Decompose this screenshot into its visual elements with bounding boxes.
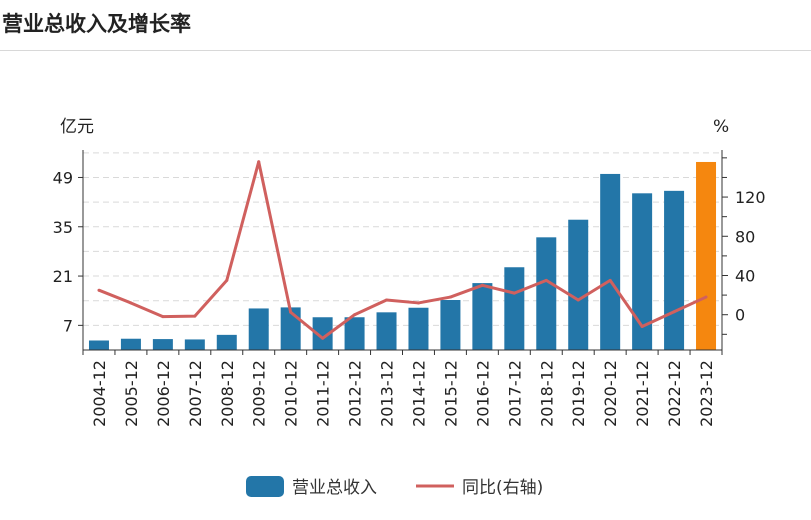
bar-2007-12[interactable] bbox=[184, 339, 205, 350]
bar-2004-12[interactable] bbox=[88, 340, 109, 350]
y-left-tick-label-7: 7 bbox=[63, 316, 73, 335]
bar-series bbox=[88, 161, 717, 350]
line-series bbox=[97, 160, 708, 340]
bar-2008-12[interactable] bbox=[216, 334, 237, 350]
x-tick-label-2022-12: 2022-12 bbox=[665, 360, 684, 427]
line-point-2021-12[interactable] bbox=[640, 324, 644, 328]
x-tick-label-2023-12: 2023-12 bbox=[697, 360, 716, 427]
line-point-2006-12[interactable] bbox=[161, 315, 165, 319]
gridlines bbox=[83, 152, 722, 351]
x-tick-label-2020-12: 2020-12 bbox=[601, 360, 620, 427]
legend: 营业总收入 同比(右轴) bbox=[246, 476, 543, 498]
legend-label-growth[interactable]: 同比(右轴) bbox=[462, 478, 543, 498]
bar-2020-12[interactable] bbox=[600, 173, 621, 350]
bar-2018-12[interactable] bbox=[536, 237, 557, 350]
line-point-2023-12[interactable] bbox=[704, 295, 708, 299]
bar-2013-12[interactable] bbox=[376, 312, 397, 350]
x-tick-label-2008-12: 2008-12 bbox=[218, 360, 237, 427]
line-point-2009-12[interactable] bbox=[257, 160, 261, 164]
bar-2019-12[interactable] bbox=[568, 219, 589, 350]
y-left-tick-label-49: 49 bbox=[53, 168, 73, 187]
y-left-unit: 亿元 bbox=[60, 117, 94, 137]
line-point-2014-12[interactable] bbox=[416, 301, 420, 305]
y-right-tick-label-120: 120 bbox=[735, 188, 766, 207]
legend-label-revenue[interactable]: 营业总收入 bbox=[292, 478, 377, 498]
line-point-2016-12[interactable] bbox=[480, 283, 484, 287]
x-tick-label-2011-12: 2011-12 bbox=[314, 360, 333, 427]
x-tick-label-2005-12: 2005-12 bbox=[122, 360, 141, 427]
x-tick-label-2012-12: 2012-12 bbox=[346, 360, 365, 427]
x-tick-label-2013-12: 2013-12 bbox=[378, 360, 397, 427]
x-tick-label-2009-12: 2009-12 bbox=[250, 360, 269, 427]
line-point-2020-12[interactable] bbox=[608, 278, 612, 282]
line-point-2022-12[interactable] bbox=[672, 310, 676, 314]
line-point-2008-12[interactable] bbox=[225, 278, 229, 282]
y-right-tick-label-40: 40 bbox=[735, 266, 755, 285]
line-point-2013-12[interactable] bbox=[385, 298, 389, 302]
line-point-2011-12[interactable] bbox=[321, 336, 325, 340]
bar-2006-12[interactable] bbox=[152, 339, 173, 350]
bar-2011-12[interactable] bbox=[312, 317, 333, 350]
bar-2022-12[interactable] bbox=[664, 190, 685, 350]
line-point-2018-12[interactable] bbox=[544, 278, 548, 282]
bar-2005-12[interactable] bbox=[120, 338, 141, 350]
axes: 7 21 35 49 0 40 80 120 2004-12 2005-12 2006-12 2007… bbox=[53, 117, 766, 427]
x-tick-label-2019-12: 2019-12 bbox=[569, 360, 588, 427]
line-point-2017-12[interactable] bbox=[512, 291, 516, 295]
x-tick-label-2021-12: 2021-12 bbox=[633, 360, 652, 427]
legend-swatch-revenue[interactable] bbox=[246, 476, 284, 497]
x-tick-label-2004-12: 2004-12 bbox=[90, 360, 109, 427]
x-tick-label-2018-12: 2018-12 bbox=[537, 360, 556, 427]
x-tick-label-2015-12: 2015-12 bbox=[441, 360, 460, 427]
title-divider bbox=[0, 50, 811, 51]
x-tick-label-2007-12: 2007-12 bbox=[186, 360, 205, 427]
bar-2014-12[interactable] bbox=[408, 307, 429, 350]
y-left-tick-label-35: 35 bbox=[53, 218, 73, 237]
x-tick-label-2014-12: 2014-12 bbox=[409, 360, 428, 427]
x-tick-label-2006-12: 2006-12 bbox=[154, 360, 173, 427]
bar-2021-12[interactable] bbox=[632, 193, 653, 350]
y-left-tick-label-21: 21 bbox=[53, 267, 73, 286]
line-growth-rate[interactable] bbox=[98, 160, 707, 340]
y-right-tick-label-80: 80 bbox=[735, 227, 755, 246]
bar-2016-12[interactable] bbox=[472, 283, 493, 350]
line-point-2004-12[interactable] bbox=[97, 288, 101, 292]
bar-2023-12[interactable] bbox=[696, 161, 717, 350]
bar-2012-12[interactable] bbox=[344, 317, 365, 350]
x-tick-label-2016-12: 2016-12 bbox=[473, 360, 492, 427]
bar-2009-12[interactable] bbox=[248, 308, 269, 350]
line-point-2019-12[interactable] bbox=[576, 298, 580, 302]
line-point-2012-12[interactable] bbox=[353, 313, 357, 317]
bar-2015-12[interactable] bbox=[440, 300, 461, 350]
chart-title: 营业总收入及增长率 bbox=[2, 12, 191, 36]
bar-2017-12[interactable] bbox=[504, 267, 525, 350]
y-right-unit: % bbox=[713, 117, 729, 137]
x-tick-label-2017-12: 2017-12 bbox=[505, 360, 524, 427]
x-tick-label-2010-12: 2010-12 bbox=[282, 360, 301, 427]
line-point-2005-12[interactable] bbox=[129, 301, 133, 305]
line-point-2015-12[interactable] bbox=[448, 295, 452, 299]
line-point-2007-12[interactable] bbox=[193, 314, 197, 318]
line-point-2010-12[interactable] bbox=[289, 310, 293, 314]
y-right-tick-label-0: 0 bbox=[735, 306, 745, 325]
